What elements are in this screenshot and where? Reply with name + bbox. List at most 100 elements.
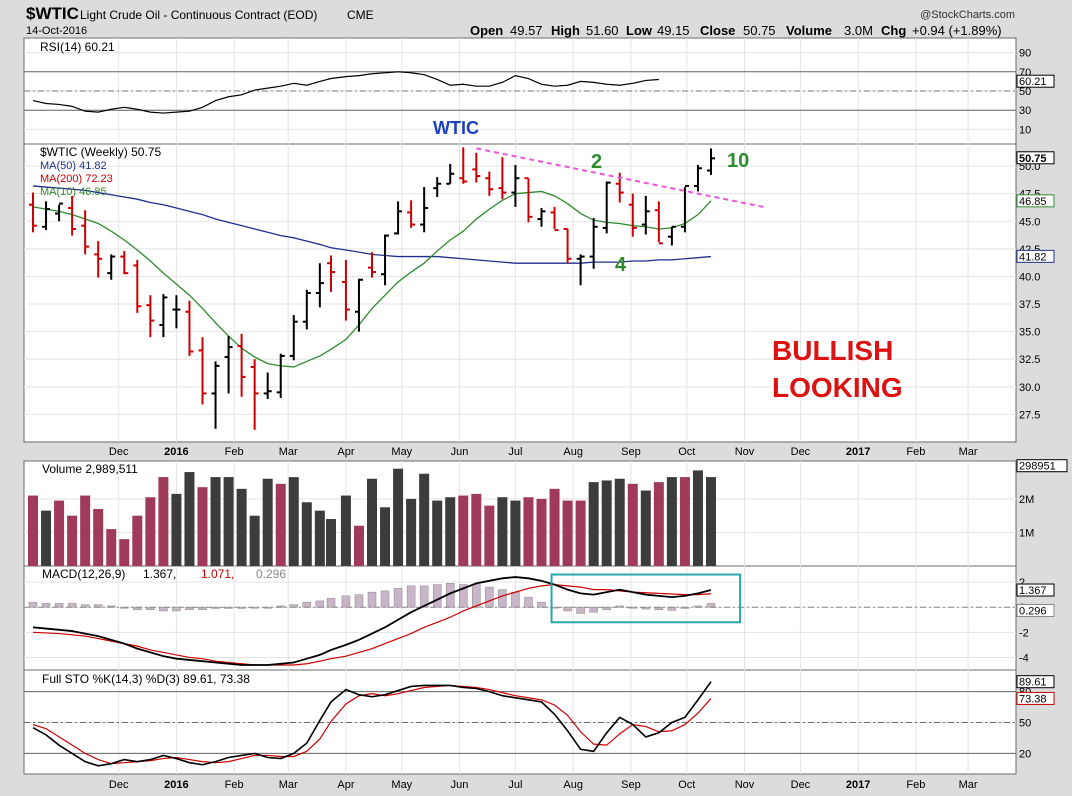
price-label-close: 50.75 — [1019, 153, 1047, 165]
price-label-box-ma50 — [1016, 249, 1055, 263]
price-label-ma10: 46.85 — [1019, 196, 1047, 208]
macd-histogram-bar — [326, 598, 336, 608]
macd-title-value: 1.367, — [143, 567, 176, 581]
price-bar — [55, 202, 64, 222]
price-x-tick: Aug — [563, 446, 583, 458]
chg-label: Chg — [881, 23, 906, 38]
bottom-x-tick: 2017 — [846, 779, 870, 791]
macd-histogram-bar — [28, 601, 38, 608]
rsi-tick-label: 50 — [1019, 86, 1031, 98]
price-bar — [420, 187, 429, 233]
macd-histogram-bar — [172, 606, 181, 612]
bottom-x-tick: Aug — [563, 779, 583, 791]
macd-histogram-bar — [159, 606, 168, 612]
volume-bar — [41, 510, 52, 566]
volume-bar — [288, 477, 299, 566]
close-label: Close — [700, 23, 735, 38]
bullish-annotation-line1: BULLISH — [772, 335, 893, 366]
price-bar — [198, 337, 207, 405]
volume-bar — [497, 497, 508, 566]
volume-bar — [353, 525, 364, 566]
price-bar — [446, 163, 455, 185]
volume-title: Volume 2,989,511 — [42, 462, 138, 476]
price-bar — [341, 259, 350, 321]
macd-histogram-bar — [237, 606, 246, 609]
price-title: $WTIC (Weekly) 50.75 — [40, 145, 161, 159]
price-bar — [485, 171, 494, 196]
wave-10-annotation: 10 — [727, 150, 749, 172]
price-x-tick: Nov — [735, 446, 755, 458]
price-x-tick: Mar — [279, 446, 298, 458]
macd-hist-box — [1016, 603, 1055, 617]
price-bar — [576, 254, 585, 286]
bullish-annotation-line2: LOOKING — [772, 372, 903, 403]
macd-histogram-bar — [576, 606, 585, 614]
volume-bar — [132, 515, 143, 566]
volume-bar — [510, 500, 521, 566]
macd-layer — [24, 573, 1016, 666]
legend-ma200: MA(200) 72.23 — [40, 173, 113, 185]
axis-labels: 907050301060.2150.047.545.042.540.037.53… — [109, 48, 1068, 791]
price-bar — [628, 193, 637, 237]
symbol-title: $WTIC — [26, 4, 79, 23]
macd-histogram-bar — [589, 606, 598, 613]
price-bar — [94, 241, 103, 278]
macd-hist-label: 0.296 — [1019, 605, 1047, 617]
price-bar — [433, 177, 442, 197]
volume-tick-label: 1M — [1019, 527, 1034, 539]
price-bar — [302, 289, 311, 330]
macd-histogram-bar — [54, 603, 64, 608]
macd-histogram-bar — [406, 585, 416, 608]
price-bar — [250, 359, 259, 430]
price-x-tick: Apr — [337, 446, 354, 458]
macd-histogram-bar — [472, 584, 481, 608]
macd-panel — [23, 565, 1017, 671]
rsi-tick-label: 30 — [1019, 105, 1031, 117]
price-x-tick: 2017 — [846, 446, 870, 458]
price-bar — [29, 192, 37, 233]
bottom-x-tick: Sep — [621, 779, 641, 791]
price-bar — [172, 295, 181, 329]
macd-histogram-bar — [224, 606, 233, 609]
rsi-line — [32, 71, 659, 114]
macd-histogram-bar — [393, 588, 403, 608]
macd-tick-label: -4 — [1019, 652, 1029, 664]
volume-tick-label: 2M — [1019, 494, 1034, 506]
volume-bar — [314, 510, 325, 566]
rsi-tick-label: 90 — [1019, 48, 1031, 60]
macd-title-name: MACD(12,26,9) — [42, 567, 125, 581]
stochastic-layer — [24, 681, 1016, 767]
volume-bar — [28, 495, 38, 566]
macd-highlight-box — [550, 573, 742, 624]
sto-k-label: 89.61 — [1019, 677, 1047, 689]
price-bar — [146, 295, 155, 338]
volume-bar — [184, 472, 195, 566]
low-label: Low — [626, 23, 653, 38]
volume-current-label: 298951 — [1019, 461, 1056, 473]
price-x-tick: 2016 — [164, 446, 188, 458]
price-bar — [537, 208, 546, 227]
volume-bar — [145, 497, 156, 566]
volume-bar — [601, 480, 612, 566]
bottom-x-tick: Jun — [451, 779, 469, 791]
volume-bar — [236, 488, 247, 566]
volume-bar — [627, 483, 638, 566]
macd-histogram-bar — [302, 601, 312, 608]
price-bar — [654, 201, 663, 245]
macd-histogram-bar — [511, 591, 520, 608]
bottom-x-tick: May — [391, 779, 412, 791]
bottom-x-tick: Dec — [109, 779, 129, 791]
price-layer — [29, 147, 764, 430]
volume-label: Volume — [786, 23, 832, 38]
sto-d-label: 73.38 — [1019, 693, 1047, 705]
price-x-tick: Mar — [959, 446, 978, 458]
exchange-label: CME — [347, 8, 374, 22]
price-tick-label: 27.5 — [1019, 409, 1040, 421]
price-bar — [707, 148, 715, 175]
macd-value-label: 1.367 — [1019, 585, 1047, 597]
price-x-tick: Dec — [791, 446, 811, 458]
price-x-tick: Oct — [678, 446, 695, 458]
price-bar — [211, 361, 220, 429]
price-bar — [354, 278, 363, 332]
